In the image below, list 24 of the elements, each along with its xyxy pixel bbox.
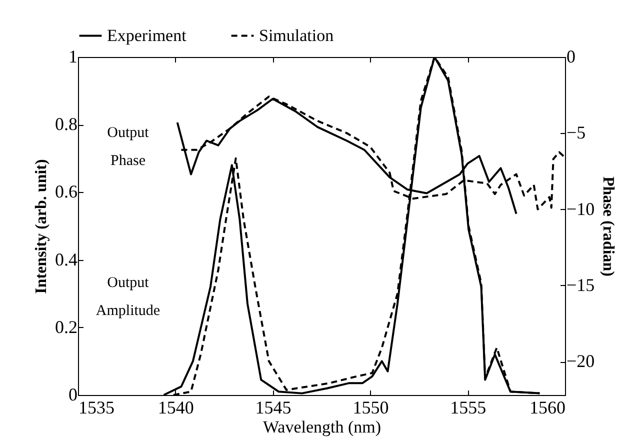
y-tick-label: 0 [68,384,78,404]
y2-tick-label: −10 [566,198,595,219]
y-axis-title: Intensity (arb. unit) [33,159,50,294]
annotation: Output Amplitude [96,275,160,319]
y-tick-label: 0.8 [55,114,78,134]
legend-label: Simulation [259,26,334,45]
y2-tick-label: −5 [566,122,586,143]
y2-tick-label: −15 [566,274,595,295]
x-tick-label: 1540 [158,398,194,418]
y-tick-label: 0.2 [55,316,78,337]
legend-label: Experiment [107,26,187,45]
y2-tick-label: 0 [566,46,576,66]
y2-axis-title: Phase (radian) [600,176,617,276]
x-tick-label: 1550 [352,398,389,418]
annotation: Output Phase [107,125,150,169]
y-tick-label: 0.6 [55,182,78,202]
y2-tick-label: −20 [566,351,595,372]
y-tick-label: 0.4 [55,249,78,270]
x-tick-label: 1560 [530,398,566,418]
y-tick-label: 1 [68,46,78,66]
x-tick-label: 1535 [78,398,114,418]
x-tick-label: 1555 [450,398,486,418]
x-axis-title: Wavelength (nm) [262,418,382,436]
x-tick-label: 1545 [255,398,292,418]
